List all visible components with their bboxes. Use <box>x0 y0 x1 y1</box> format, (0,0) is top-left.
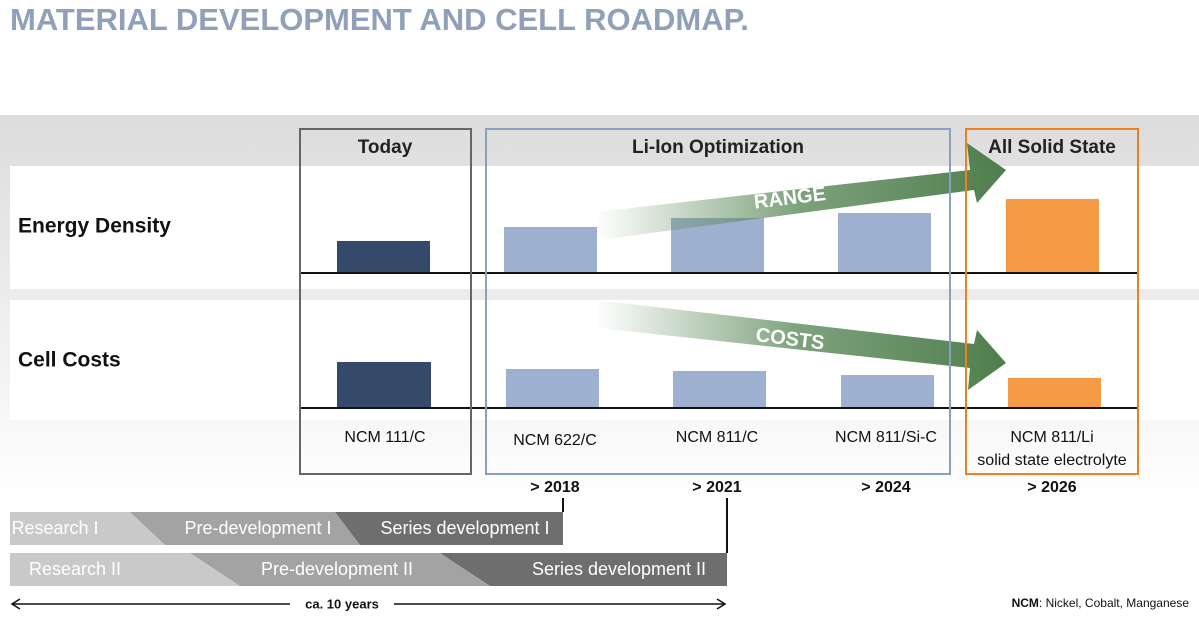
label-bg <box>290 594 394 614</box>
material: NCM 622/C <box>513 432 597 449</box>
bar <box>1006 199 1099 272</box>
phase <box>440 553 727 586</box>
material: solid state electrolyte <box>977 452 1127 469</box>
group-frame <box>299 128 472 475</box>
bar <box>841 375 934 407</box>
group-frame <box>965 128 1139 475</box>
duration: ca. 10 years <box>305 596 379 611</box>
group-header: Today <box>358 137 413 158</box>
phase <box>10 512 165 545</box>
range-arrow <box>595 143 1006 240</box>
footnote-term: NCM <box>1012 596 1039 610</box>
phase-label: Research II <box>29 559 121 579</box>
group-frame <box>485 128 951 475</box>
bar <box>506 369 599 407</box>
material: NCM 811/Li <box>1010 429 1093 446</box>
material: NCM 811/Si-C <box>835 429 937 446</box>
phase-label: Series development I <box>380 518 549 538</box>
phase-label: Pre-development I <box>184 518 331 538</box>
row-label: Energy Density <box>18 215 171 238</box>
year: > 2026 <box>1027 479 1076 496</box>
bar <box>337 241 430 272</box>
title: MATERIAL DEVELOPMENT AND CELL ROADMAP. <box>10 2 749 37</box>
year: > 2021 <box>692 479 741 496</box>
phase-label: Pre-development II <box>261 559 413 579</box>
phase <box>10 553 240 586</box>
phase-label: Research I <box>11 518 98 538</box>
footnote-text: : Nickel, Cobalt, Manganese <box>1039 596 1189 610</box>
bar <box>673 371 766 407</box>
group-header: All Solid State <box>988 137 1116 158</box>
group-header: Li-Ion Optimization <box>632 137 804 158</box>
material: NCM 111/C <box>344 429 425 446</box>
bar <box>504 227 597 272</box>
phase-label: Series development II <box>532 559 706 579</box>
phase <box>190 553 490 586</box>
row-label: Cell Costs <box>18 349 121 372</box>
phase <box>335 512 563 545</box>
arrow-head <box>10 598 21 610</box>
material: NCM 811/C <box>676 429 758 446</box>
footnote: NCM: Nickel, Cobalt, Manganese <box>1012 596 1190 610</box>
bar <box>1008 378 1101 407</box>
bar <box>838 213 931 272</box>
year: > 2018 <box>530 479 579 496</box>
phase <box>130 512 360 545</box>
arrow-head <box>716 598 727 610</box>
costs-arrow <box>595 300 1006 390</box>
bar <box>337 362 431 407</box>
year: > 2024 <box>861 479 910 496</box>
